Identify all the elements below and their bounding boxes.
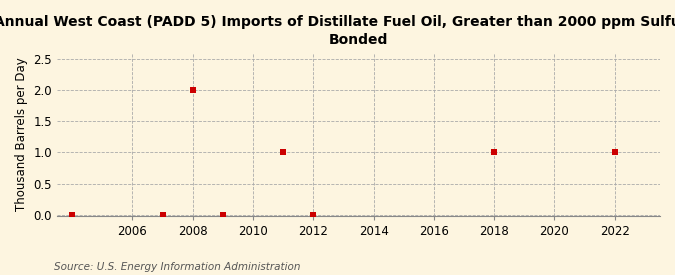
Point: [217, 213, 228, 217]
Text: Source: U.S. Energy Information Administration: Source: U.S. Energy Information Administ…: [54, 262, 300, 272]
Point: [489, 150, 500, 155]
Y-axis label: Thousand Barrels per Day: Thousand Barrels per Day: [15, 57, 28, 211]
Title: Annual West Coast (PADD 5) Imports of Distillate Fuel Oil, Greater than 2000 ppm: Annual West Coast (PADD 5) Imports of Di…: [0, 15, 675, 47]
Point: [67, 213, 78, 217]
Point: [187, 88, 198, 92]
Point: [277, 150, 288, 155]
Point: [610, 150, 620, 155]
Point: [308, 213, 319, 217]
Point: [157, 213, 168, 217]
